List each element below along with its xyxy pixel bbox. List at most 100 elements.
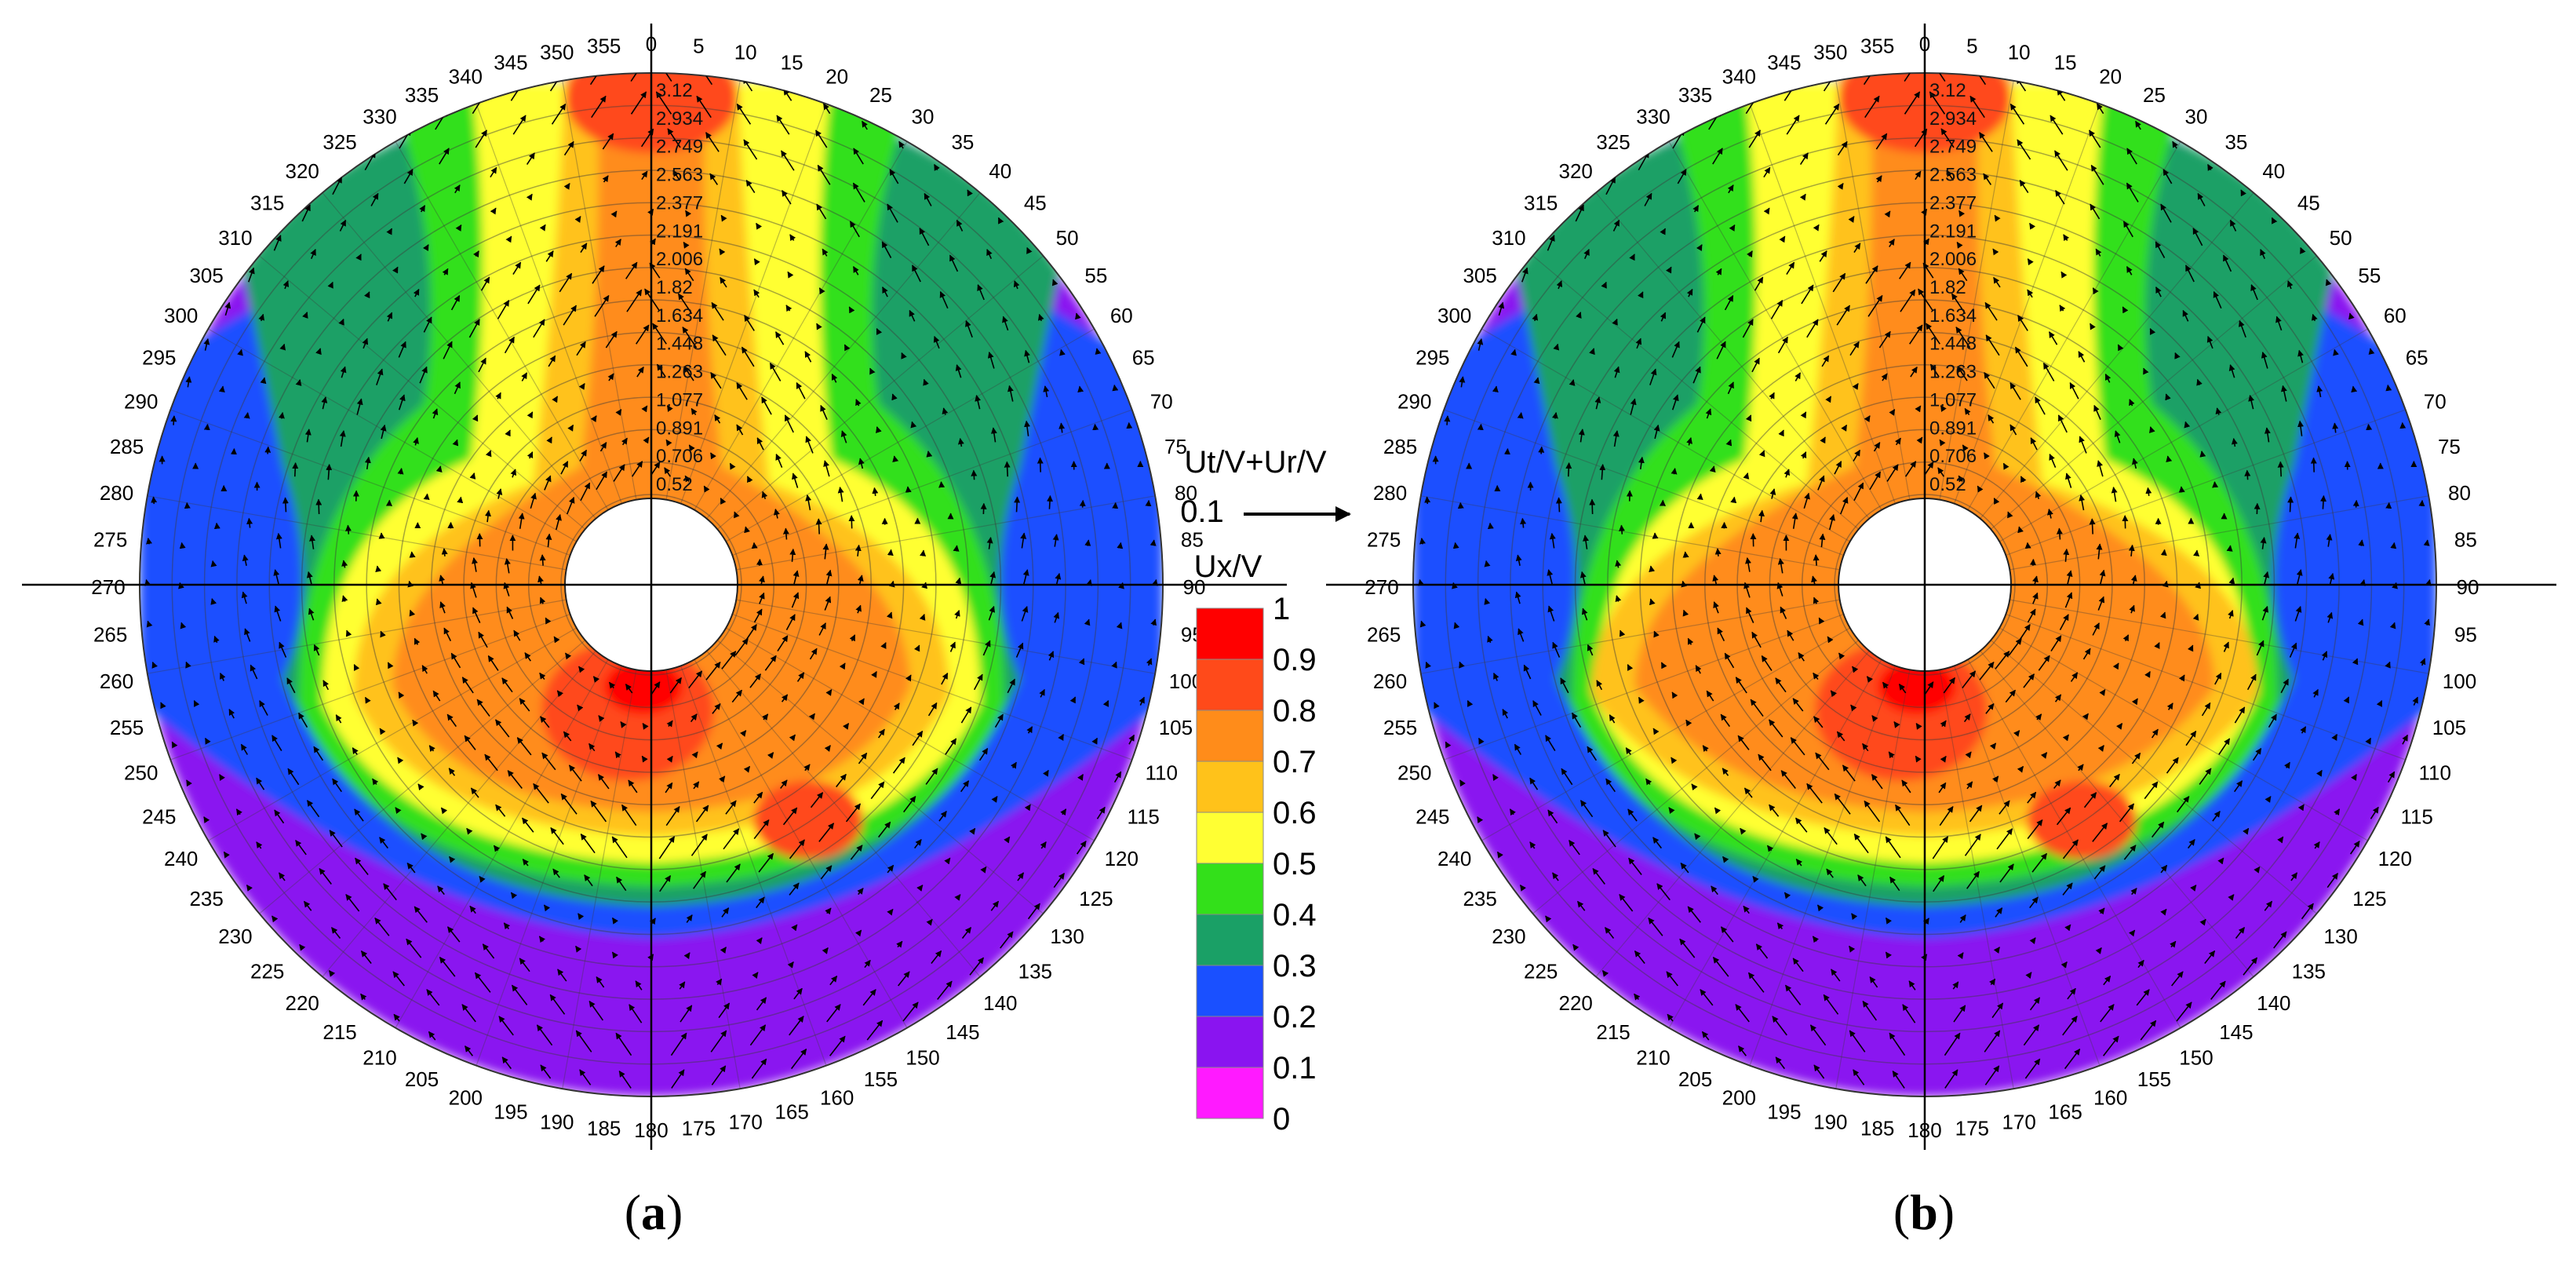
velocity-vector [1042,769,1049,777]
velocity-vector [282,280,290,290]
velocity-vector [180,622,187,629]
angle-label: 220 [1558,991,1592,1015]
angle-label: 100 [2443,670,2476,693]
velocity-vector [901,352,907,359]
velocity-vector [607,373,614,381]
velocity-vector [1444,415,1451,425]
angle-label: 75 [1164,435,1187,458]
velocity-vector [2020,476,2027,483]
velocity-vector [1024,349,1030,363]
polar-grid-spoke [680,104,827,504]
velocity-vector [380,424,387,440]
velocity-vector [503,922,511,930]
angle-label: 105 [2432,716,2466,739]
polar-grid-spoke [147,599,567,674]
velocity-vector [736,103,752,125]
velocity-vector [1039,688,1045,698]
velocity-vector [682,327,698,348]
velocity-vector [550,827,564,845]
velocity-vector [375,598,382,606]
angle-label: 145 [946,1020,979,1044]
velocity-vector [258,313,265,322]
velocity-vector [560,461,569,475]
velocity-vector [2019,624,2031,640]
velocity-vector [1798,652,1805,662]
velocity-vector [696,95,712,119]
contour-level-red [1878,659,1956,714]
angle-label: 320 [285,159,319,183]
velocity-vector [552,868,560,878]
velocity-vector [997,217,1004,224]
angle-label: 60 [2384,304,2407,327]
polar-grid-spoke [1939,670,2014,1089]
velocity-vector [308,607,315,621]
velocity-vector [796,381,806,400]
velocity-vector [839,662,846,670]
colorbar-swatch [1196,812,1264,864]
polar-grid-spoke [259,640,586,914]
angle-label: 180 [634,1118,668,1142]
velocity-vector [756,437,764,451]
velocity-vector [579,449,588,462]
velocity-vector [931,950,942,965]
angle-label: 250 [124,761,158,785]
velocity-vector [949,254,959,272]
velocity-vector [1712,575,1719,586]
velocity-vector [497,299,510,319]
velocity-vector [927,702,938,717]
velocity-vector [1939,439,1946,447]
velocity-vector [792,472,799,488]
panel-a-label: a [641,1184,666,1240]
velocity-vector [650,462,661,476]
velocity-vector [341,560,348,568]
velocity-vector [1777,558,1784,574]
angle-label: 170 [728,1110,762,1133]
velocity-vector [2099,689,2106,696]
velocity-vector [339,219,347,232]
velocity-vector [785,614,796,630]
velocity-vector [784,414,794,433]
polar-grid-spoke [170,409,570,556]
velocity-vector [1649,598,1656,606]
velocity-vector [511,984,528,1005]
velocity-vector [474,972,491,993]
velocity-vector [1047,494,1054,509]
velocity-vector [785,305,792,312]
velocity-vector [1989,742,1997,750]
velocity-vector [327,281,333,289]
velocity-vector [540,716,550,728]
velocity-vector [548,355,556,367]
velocity-vector [677,293,693,315]
velocity-vector [544,475,552,491]
velocity-vector [539,554,546,566]
velocity-vector [274,605,282,622]
velocity-vector [820,404,828,420]
velocity-vector [546,436,552,444]
velocity-vector [2063,548,2070,562]
panel-a-angle-labels: 0 5 10 152025303540455055606570758085909510… [91,32,1205,1142]
polar-grid-spoke [1595,650,1870,977]
velocity-vector [740,730,747,737]
velocity-vector [753,819,770,840]
velocity-vector [372,778,379,786]
angle-label: 35 [951,130,974,154]
angle-label: 215 [1596,1020,1630,1044]
velocity-vector [256,777,265,790]
velocity-vector [744,526,750,534]
angle-label: 165 [2048,1100,2082,1123]
velocity-vector [641,170,648,181]
velocity-vector [1758,450,1765,458]
velocity-vector [1751,631,1762,648]
velocity-vector [988,605,996,621]
angle-label: 35 [2224,130,2247,154]
velocity-vector [1915,755,1922,763]
velocity-vector [559,272,573,293]
velocity-vector [2352,499,2359,508]
velocity-vector [837,487,844,502]
velocity-vector [443,341,453,359]
velocity-vector [610,210,618,218]
velocity-vector [299,943,306,951]
velocity-vector [721,651,737,670]
velocity-vector [310,249,316,260]
velocity-vector [1886,464,1899,482]
